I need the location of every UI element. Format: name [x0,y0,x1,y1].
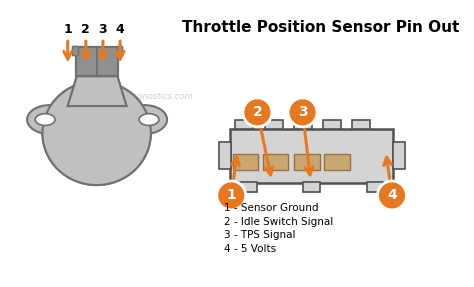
Text: 1: 1 [64,23,72,36]
Text: 4: 4 [387,189,397,202]
FancyBboxPatch shape [72,46,78,55]
Circle shape [378,181,406,210]
Text: 3: 3 [99,23,107,36]
Ellipse shape [43,81,151,185]
Circle shape [288,98,317,127]
FancyBboxPatch shape [76,47,118,76]
FancyBboxPatch shape [393,142,405,169]
FancyBboxPatch shape [293,120,311,129]
Ellipse shape [139,114,159,125]
Text: 4: 4 [116,23,125,36]
FancyBboxPatch shape [235,120,253,129]
FancyBboxPatch shape [294,154,320,170]
FancyBboxPatch shape [233,154,258,170]
Ellipse shape [119,105,145,134]
FancyBboxPatch shape [72,46,78,55]
Text: 1 - Sensor Ground: 1 - Sensor Ground [224,203,319,213]
Text: 1: 1 [227,189,236,202]
Polygon shape [68,76,127,106]
Text: Throttle Position Sensor Pin Out: Throttle Position Sensor Pin Out [182,20,459,35]
Text: 2 - Idle Switch Signal: 2 - Idle Switch Signal [224,217,333,227]
Circle shape [243,98,272,127]
FancyBboxPatch shape [219,142,231,169]
FancyBboxPatch shape [303,182,320,192]
Ellipse shape [43,81,151,185]
Ellipse shape [27,105,72,134]
FancyBboxPatch shape [117,46,122,55]
Ellipse shape [122,105,167,134]
FancyBboxPatch shape [240,182,256,192]
FancyBboxPatch shape [324,154,349,170]
Text: 2: 2 [82,23,90,36]
FancyBboxPatch shape [230,129,393,183]
FancyBboxPatch shape [367,182,383,192]
FancyBboxPatch shape [264,120,283,129]
Text: 3: 3 [298,105,308,119]
Circle shape [217,181,246,210]
Text: easyautodiagnostics.com: easyautodiagnostics.com [87,92,193,102]
FancyBboxPatch shape [117,46,122,55]
Text: 3 - TPS Signal: 3 - TPS Signal [224,230,295,240]
FancyBboxPatch shape [352,120,370,129]
Ellipse shape [50,105,75,134]
Text: 2: 2 [253,105,262,119]
FancyBboxPatch shape [76,47,118,76]
Text: 4 - 5 Volts: 4 - 5 Volts [224,244,276,254]
Polygon shape [68,76,127,106]
Ellipse shape [35,114,55,125]
FancyBboxPatch shape [323,120,341,129]
FancyBboxPatch shape [263,154,288,170]
